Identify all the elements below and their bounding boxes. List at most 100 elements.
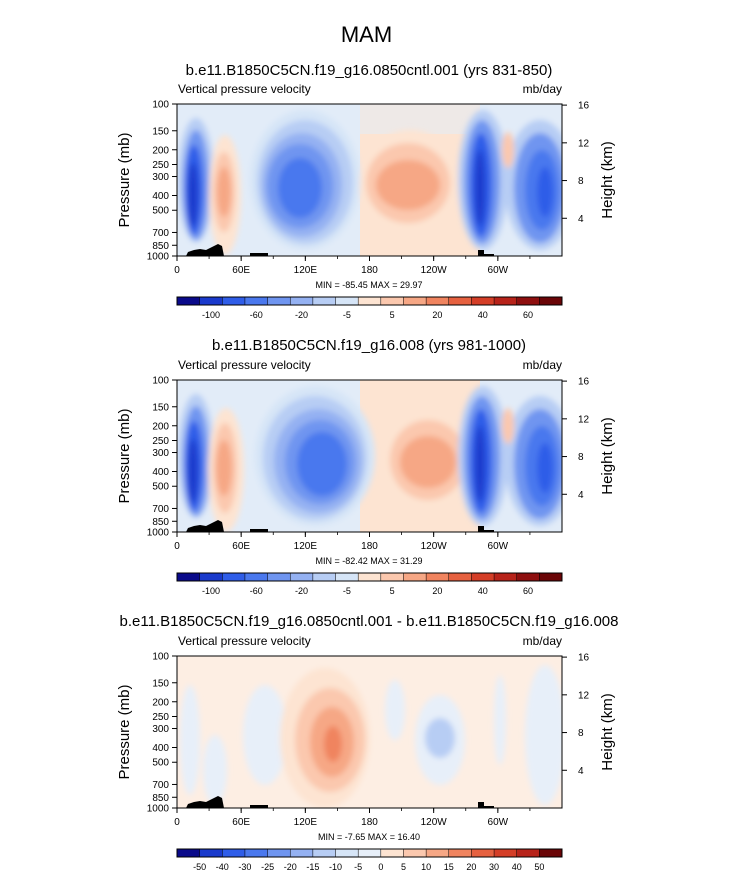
panel-3-colorbar-swatch bbox=[403, 848, 427, 858]
panel-3-colorbar-swatch bbox=[199, 848, 223, 858]
panel-1-x-tick-label: 120E bbox=[294, 265, 318, 276]
panel-1-y2-tick-label: 16 bbox=[578, 101, 590, 112]
panel-2-y-tick-label: 150 bbox=[152, 402, 169, 413]
panel-2-colorbar-swatch bbox=[403, 572, 427, 582]
panel-3-colorbar-label: 5 bbox=[401, 862, 406, 872]
figure-title: MAM bbox=[340, 22, 393, 47]
panel-3-colorbar-label: -15 bbox=[306, 862, 319, 872]
panel-3-x-tick-label: 0 bbox=[174, 817, 180, 828]
panel-1-colorbar-label: -100 bbox=[202, 310, 220, 320]
panel-2-x-tick-label: 120E bbox=[294, 541, 318, 552]
panel-3-y-tick-label: 100 bbox=[152, 652, 169, 663]
panel-2-colorbar-swatch bbox=[199, 572, 223, 582]
panel-1-colorbar-swatch bbox=[335, 296, 359, 306]
panel-2-colorbar-frame bbox=[176, 572, 563, 582]
panel-1-x-tick-label: 60W bbox=[488, 265, 509, 276]
panel-3-colorbar-swatch bbox=[289, 848, 314, 858]
panel-3-contour-field bbox=[177, 656, 562, 808]
panel-3-colorbar-swatch bbox=[516, 848, 540, 858]
panel-2-colorbar-swatch bbox=[312, 572, 336, 582]
panel-2-y-tick-label: 300 bbox=[152, 448, 169, 459]
panel-2-colorbar-swatch bbox=[289, 572, 314, 582]
panel-2-colorbar-swatch bbox=[380, 572, 404, 582]
panel-1-colorbar-swatch bbox=[471, 296, 495, 306]
panel-1-y2-tick-label: 8 bbox=[578, 176, 584, 187]
panel-3-colorbar-swatch bbox=[267, 848, 291, 858]
panel-1-colorbar-frame bbox=[176, 296, 563, 306]
panel-3-colorbar-swatch bbox=[425, 848, 450, 858]
panel-1-colorbar-swatch bbox=[176, 296, 201, 306]
panel-1-colorbar-swatch bbox=[199, 296, 223, 306]
panel-1-x-tick-label: 120W bbox=[421, 265, 448, 276]
panel-1-colorbar-label: -20 bbox=[295, 310, 308, 320]
panel-3-y-tick-label: 400 bbox=[152, 743, 169, 754]
panel-1-y-tick-label: 400 bbox=[152, 191, 169, 202]
panel-3-colorbar-label: 30 bbox=[489, 862, 499, 872]
panel-2-colorbar-label: 5 bbox=[390, 586, 395, 596]
panel-3-variable-label: Vertical pressure velocity bbox=[178, 634, 311, 648]
panel-3-colorbar-label: -10 bbox=[329, 862, 342, 872]
panel-1: b.e11.B1850C5CN.f19_g16.0850cntl.001 (yr… bbox=[176, 62, 563, 290]
panel-2-colorbar-swatch bbox=[222, 572, 246, 582]
panel-1-colorbar-swatch bbox=[244, 296, 269, 306]
panel-2-y2-axis-title: Height (km) bbox=[599, 417, 616, 495]
panel-2-contour-field bbox=[177, 380, 562, 532]
panel-1-y-tick-label: 700 bbox=[152, 228, 169, 239]
panel-3-colorbar-swatch bbox=[380, 848, 404, 858]
panel-1-y-tick-label: 250 bbox=[152, 160, 169, 171]
panel-3-colorbar-label: 15 bbox=[444, 862, 454, 872]
panel-1-y-tick-label: 150 bbox=[152, 126, 169, 137]
panel-1-y2-tick-label: 4 bbox=[578, 214, 584, 225]
panel-2-x-tick-label: 0 bbox=[174, 541, 180, 552]
panel-2-y-tick-label: 200 bbox=[152, 421, 169, 432]
panel-1-y-tick-label: 1000 bbox=[147, 252, 170, 263]
panel-2-y2-tick-label: 16 bbox=[578, 377, 590, 388]
panel-2-x-tick-label: 60W bbox=[488, 541, 509, 552]
panel-2-y2-tick-label: 4 bbox=[578, 490, 584, 501]
panel-1-x-tick-label: 180 bbox=[361, 265, 378, 276]
panel-3-x-tick-label: 60E bbox=[232, 817, 250, 828]
panel-1-colorbar-swatch bbox=[380, 296, 404, 306]
panel-2-colorbar-swatch bbox=[471, 572, 495, 582]
panel-3-y-tick-label: 250 bbox=[152, 712, 169, 723]
panel-1-contour-field bbox=[177, 104, 562, 256]
panel-3-y-tick-label: 1000 bbox=[147, 804, 170, 815]
panel-3-colorbar-swatch bbox=[493, 848, 518, 858]
panel-2-colorbar-swatch bbox=[493, 572, 518, 582]
panel-3-minmax: MIN = -7.65 MAX = 16.40 bbox=[318, 832, 420, 842]
panel-2-colorbar-label: 20 bbox=[432, 586, 442, 596]
panel-2-y-axis-title: Pressure (mb) bbox=[116, 408, 133, 503]
panel-2-colorbar-swatch bbox=[267, 572, 291, 582]
panel-2-colorbar-swatch bbox=[539, 572, 563, 582]
panel-1-colorbar-label: 60 bbox=[523, 310, 533, 320]
panel-3-colorbar-swatch bbox=[176, 848, 201, 858]
panel-3: b.e11.B1850C5CN.f19_g16.0850cntl.001 - b… bbox=[120, 613, 619, 842]
panel-3-y2-axis-title: Height (km) bbox=[599, 693, 616, 771]
panel-3-colorbar-label: -20 bbox=[284, 862, 297, 872]
panel-3-x-tick-label: 120W bbox=[421, 817, 448, 828]
panel-1-x-tick-label: 60E bbox=[232, 265, 250, 276]
panel-1-y2-axis-title: Height (km) bbox=[599, 141, 616, 219]
panel-3-subtitle: b.e11.B1850C5CN.f19_g16.0850cntl.001 - b… bbox=[120, 613, 619, 630]
panel-1-y2-tick-label: 12 bbox=[578, 138, 590, 149]
panel-2-colorbar-label: -5 bbox=[343, 586, 351, 596]
panel-1-colorbar-swatch bbox=[403, 296, 427, 306]
panel-3-colorbar-label: 40 bbox=[512, 862, 522, 872]
panel-3-x-tick-label: 60W bbox=[488, 817, 509, 828]
panel-1-colorbar-swatch bbox=[222, 296, 246, 306]
panel-2-y-tick-label: 250 bbox=[152, 436, 169, 447]
panel-1-x-tick-label: 0 bbox=[174, 265, 180, 276]
panel-3-y2-tick-label: 4 bbox=[578, 766, 584, 777]
panel-2-y2-tick-label: 8 bbox=[578, 452, 584, 463]
panel-2-y-tick-label: 1000 bbox=[147, 528, 170, 539]
panel-1-y-axis-title: Pressure (mb) bbox=[116, 132, 133, 227]
panel-3-colorbar-label: 20 bbox=[466, 862, 476, 872]
panel-2-colorbar-swatch bbox=[448, 572, 472, 582]
panel-1-y-tick-label: 850 bbox=[152, 241, 169, 252]
panel-2-colorbar-swatch bbox=[357, 572, 382, 582]
panel-1-subtitle: b.e11.B1850C5CN.f19_g16.0850cntl.001 (yr… bbox=[186, 62, 553, 79]
panel-1-y-tick-label: 200 bbox=[152, 145, 169, 156]
panel-2-colorbar-swatch bbox=[425, 572, 450, 582]
panel-1-units-label: mb/day bbox=[523, 82, 562, 96]
